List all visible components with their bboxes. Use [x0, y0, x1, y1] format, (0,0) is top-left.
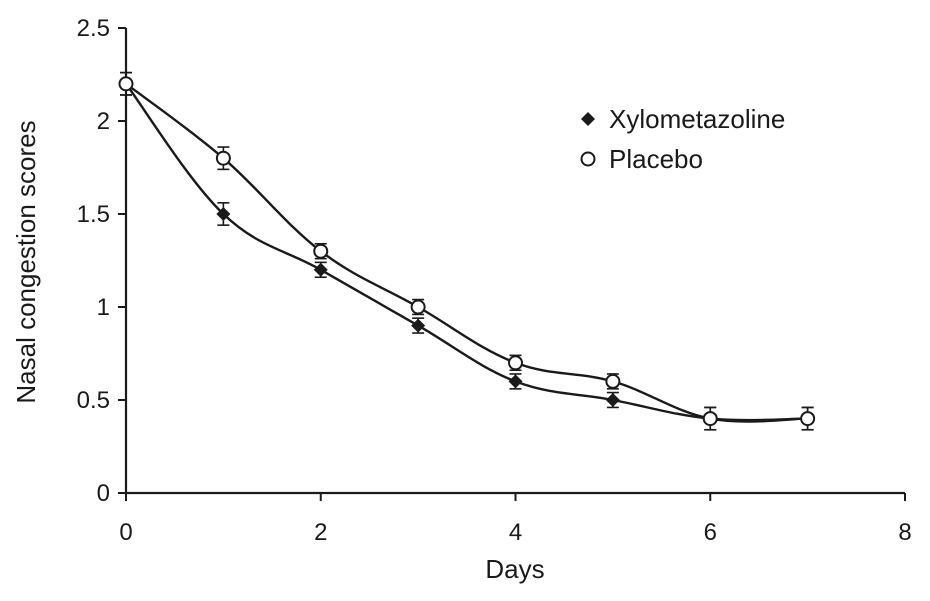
data-point-xylometazoline: [411, 318, 426, 333]
data-point-placebo: [215, 150, 231, 166]
x-tick-label: 8: [898, 519, 911, 546]
series-line-placebo: [125, 82, 808, 423]
x-tick-label: 4: [509, 519, 522, 546]
data-point-xylometazoline: [313, 262, 328, 277]
data-point-placebo: [605, 373, 621, 389]
y-tick-label: 0.5: [77, 387, 110, 414]
legend-label: Xylometazoline: [609, 104, 785, 134]
data-point-placebo: [313, 243, 329, 259]
series-placebo: [118, 71, 816, 431]
data-point-placebo: [508, 355, 523, 371]
data-point-xylometazoline: [508, 374, 523, 389]
ticks: 0 0.5 1 1.5 2 2.5 0 2 4 6 8: [77, 15, 912, 546]
data-point-placebo: [410, 299, 426, 315]
x-tick-label: 6: [704, 519, 717, 546]
legend-item-xylometazoline: Xylometazoline: [581, 104, 785, 134]
legend: Xylometazoline Placebo: [580, 104, 785, 174]
data-point-placebo: [800, 411, 816, 427]
axes: [124, 28, 905, 495]
series-layer: [118, 71, 816, 431]
data-point-xylometazoline: [605, 393, 620, 407]
y-tick-label: 1.5: [77, 201, 110, 228]
legend-item-placebo: Placebo: [580, 144, 703, 174]
legend-label: Placebo: [609, 144, 703, 174]
legend-marker-circle: [580, 151, 596, 167]
legend-marker-diamond: [581, 112, 595, 126]
y-tick-label: 2: [97, 108, 110, 135]
series-line-xylometazoline: [125, 83, 808, 422]
data-point-placebo: [702, 411, 718, 427]
y-tick-label: 2.5: [77, 15, 110, 42]
x-tick-label: 2: [314, 519, 327, 546]
y-tick-label: 0: [97, 480, 110, 507]
data-point-placebo: [118, 76, 134, 92]
y-axis-title: Nasal congestion scores: [11, 120, 41, 403]
y-tick-label: 1: [97, 294, 110, 321]
x-tick-label: 0: [119, 519, 132, 546]
data-point-xylometazoline: [216, 207, 231, 221]
x-axis-title: Days: [485, 554, 544, 584]
